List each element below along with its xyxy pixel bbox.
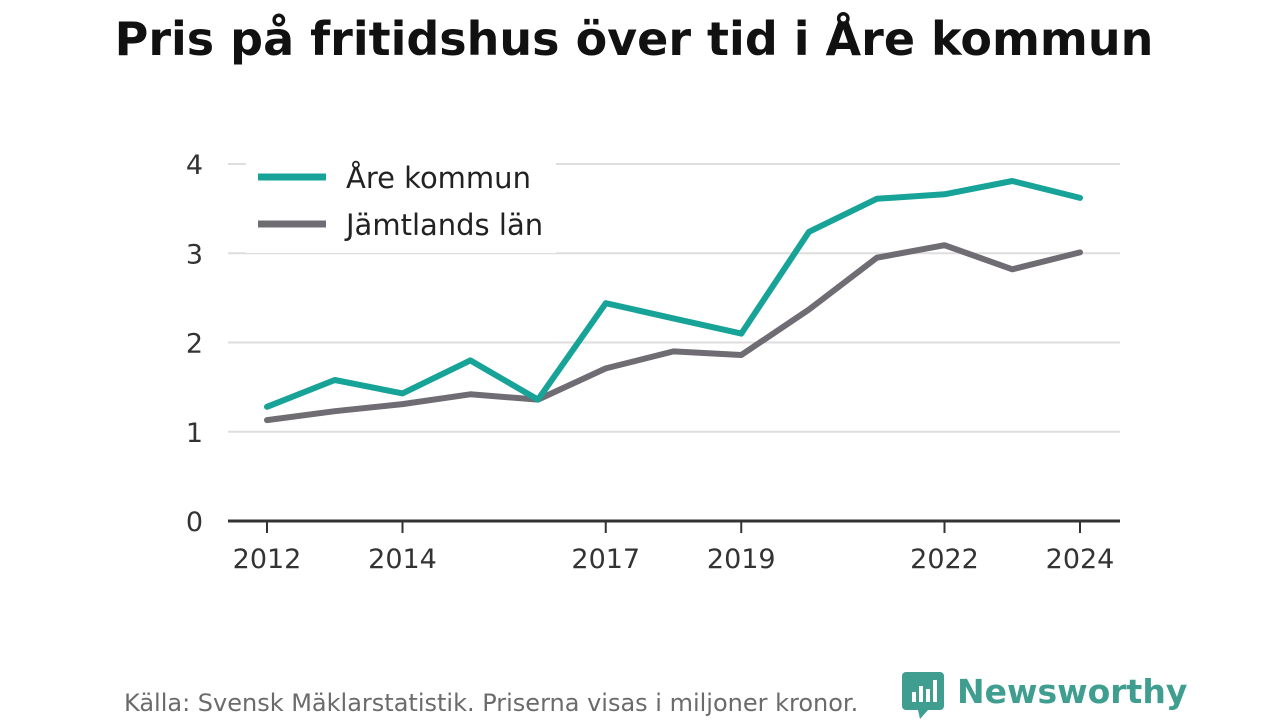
brand-name: Newsworthy: [957, 672, 1187, 711]
legend-label-jamtlands-lan: Jämtlands län: [344, 208, 543, 242]
y-tick-label: 1: [186, 418, 203, 449]
x-tick-label: 2014: [368, 544, 437, 575]
y-tick-label: 3: [186, 239, 203, 270]
chart-title: Pris på fritidshus över tid i Åre kommun: [115, 12, 1154, 66]
source-note: Källa: Svensk Mäklarstatistik. Priserna …: [124, 689, 858, 717]
x-axis-ticks: 2012 2014 2017 2019 2022 2024: [233, 521, 1115, 575]
x-tick-label: 2012: [233, 544, 302, 575]
y-tick-label: 4: [186, 150, 203, 181]
y-axis-ticks: 0 1 2 3 4: [186, 150, 203, 538]
series-line-jamtlands-lan: [264, 242, 1083, 424]
x-tick-label: 2019: [707, 544, 776, 575]
brand-logo: Newsworthy: [902, 672, 1187, 719]
legend: Åre kommun Jämtlands län: [246, 158, 556, 253]
bar-chart-speech-bubble-icon: [902, 672, 944, 719]
legend-label-are-kommun: Åre kommun: [346, 161, 531, 195]
y-tick-label: 2: [186, 329, 203, 360]
x-tick-label: 2024: [1046, 544, 1115, 575]
x-tick-label: 2022: [910, 544, 979, 575]
y-tick-label: 0: [186, 507, 203, 538]
series-lines: [264, 178, 1083, 424]
x-tick-label: 2017: [571, 544, 640, 575]
